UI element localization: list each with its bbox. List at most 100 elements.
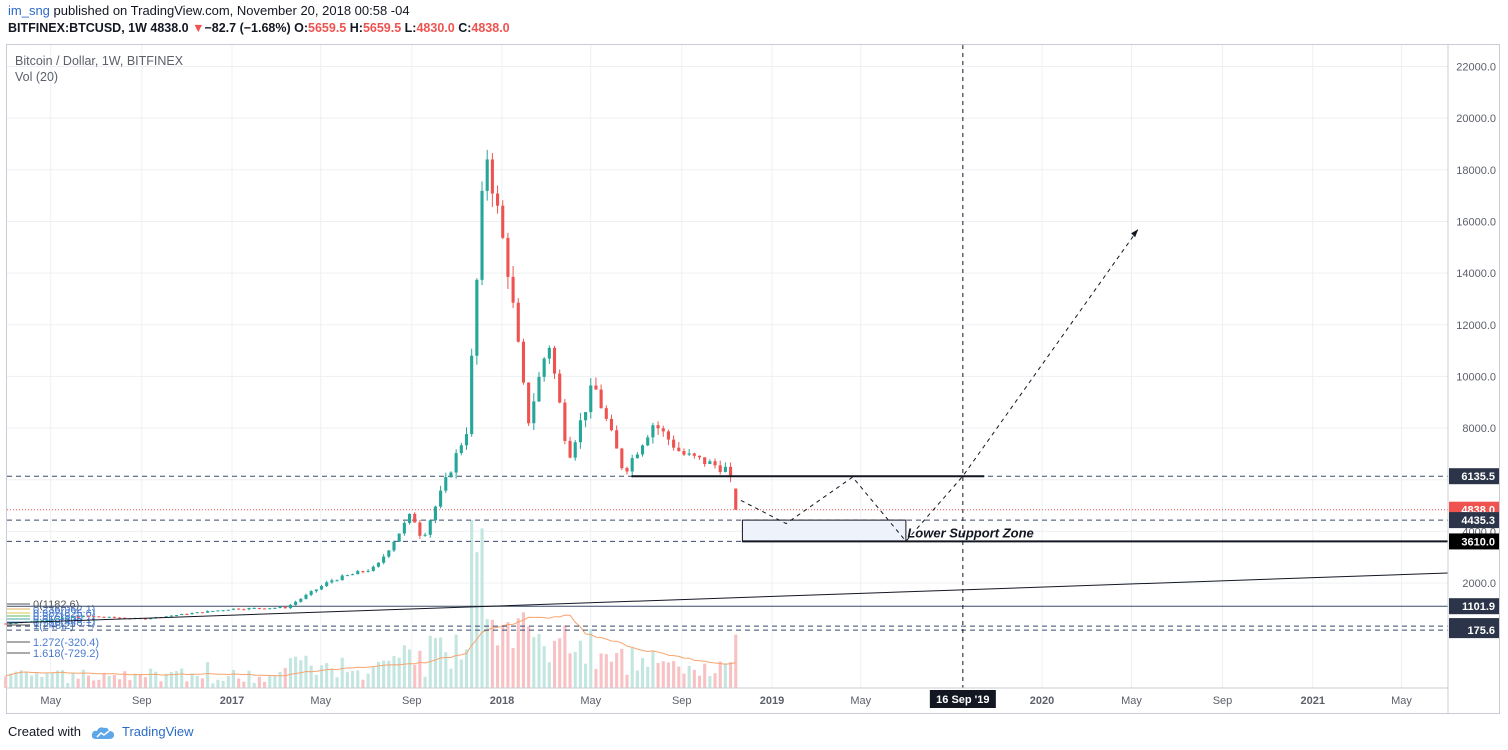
- tradingview-cloud-icon: [91, 726, 114, 739]
- arrowhead-icon: [1131, 229, 1139, 238]
- tradingview-link[interactable]: TradingView: [122, 724, 194, 739]
- candle-body: [470, 355, 474, 435]
- candle-body: [444, 477, 448, 491]
- candle-body: [55, 618, 59, 620]
- candle-body: [268, 608, 272, 610]
- candle-body: [589, 385, 593, 413]
- volume-bar: [563, 625, 567, 688]
- time-tick-label: 2020: [1030, 695, 1054, 707]
- candle-body: [459, 445, 463, 454]
- candle-body: [314, 589, 318, 592]
- volume-bar: [568, 653, 572, 688]
- price-tick-label: 16000.0: [1456, 216, 1496, 228]
- volume-bar: [407, 649, 412, 688]
- candle-body: [86, 615, 91, 617]
- volume-bar: [164, 673, 168, 688]
- candle-body: [14, 622, 18, 624]
- volume-bar: [501, 626, 505, 688]
- candle-body: [402, 522, 406, 534]
- volume-bar: [335, 677, 339, 688]
- username-link[interactable]: im_sng: [8, 3, 50, 18]
- candle-body: [35, 620, 39, 622]
- candle-body: [309, 591, 313, 595]
- volume-bar: [200, 678, 204, 688]
- price-tick-label: 10000.0: [1456, 371, 1496, 383]
- candle-body: [625, 468, 629, 472]
- candle-body: [387, 550, 391, 557]
- volume-bar: [195, 675, 199, 688]
- volume-bar: [682, 673, 686, 688]
- candle-body: [578, 420, 582, 443]
- volume-bar: [630, 648, 634, 688]
- candle-body: [651, 425, 655, 438]
- volume-bar: [470, 520, 474, 688]
- volume-bar: [128, 680, 132, 688]
- volume-bar: [656, 663, 660, 688]
- price-tag-bg: [1449, 622, 1499, 639]
- volume-bar: [221, 680, 225, 688]
- volume-bar: [552, 640, 557, 688]
- close-label: C:: [458, 21, 472, 35]
- volume-bar: [692, 669, 696, 688]
- open-value: 5659.5: [308, 21, 347, 35]
- candle-body: [521, 341, 526, 383]
- candle-body: [294, 601, 298, 605]
- candle-body: [92, 616, 96, 618]
- crosshair-date-bg: [929, 690, 996, 708]
- ohlc-bar: BITFINEX:BTCUSD, 1W 4838.0 ▼−82.7 (−1.68…: [8, 21, 510, 35]
- candle-body: [537, 376, 541, 402]
- volume-bar: [133, 673, 137, 688]
- candle-body: [532, 401, 536, 424]
- volume-bar: [615, 652, 619, 688]
- time-tick-label: May: [850, 695, 871, 707]
- price-tick-label: 22000.0: [1456, 62, 1496, 74]
- candle-body: [61, 617, 65, 619]
- candle-body: [273, 607, 277, 609]
- volume-bar: [314, 674, 318, 688]
- candle-body: [558, 373, 562, 403]
- horizontal-levels: [7, 475, 1448, 631]
- candlesticks: [4, 149, 738, 625]
- volume-ma-line: [5, 614, 736, 677]
- volume-bar: [625, 674, 629, 688]
- candle-body: [734, 488, 738, 510]
- volume-bar: [392, 656, 396, 688]
- candle-body: [594, 385, 598, 390]
- price-tag-label: 6135.5: [1461, 471, 1495, 483]
- volume-bar: [433, 638, 437, 688]
- volume-bar: [734, 634, 738, 688]
- candle-body: [547, 347, 551, 359]
- volume-bar: [180, 668, 184, 688]
- volume-bar: [604, 654, 608, 688]
- volume-bar: [506, 622, 510, 688]
- candle-body: [149, 618, 153, 620]
- volume-bar: [309, 665, 313, 688]
- chart-legend: Bitcoin / Dollar, 1W, BITFINEX Vol (20): [15, 53, 183, 85]
- candle-body: [351, 574, 355, 576]
- candle-body: [366, 570, 370, 572]
- support-zone-label: Lower Support Zone: [907, 525, 1033, 540]
- time-tick-label: May: [1121, 695, 1142, 707]
- volume-bar: [677, 666, 681, 688]
- volume-bar: [584, 663, 588, 688]
- candle-body: [703, 457, 707, 464]
- candle-body: [231, 608, 236, 610]
- volume-bar: [382, 660, 386, 688]
- candle-body: [392, 541, 396, 551]
- candle-body: [485, 159, 489, 191]
- volume-bars: [4, 520, 738, 688]
- candle-body: [640, 445, 645, 455]
- volume-bar: [118, 679, 122, 688]
- candle-body: [216, 610, 220, 612]
- volume-bar: [211, 683, 215, 688]
- support-zone-box: [741, 519, 907, 542]
- fib-level-label: 0(1182.6): [33, 599, 79, 611]
- crosshair-date-label: 16 Sep '19: [936, 694, 989, 706]
- volume-bar: [387, 660, 391, 688]
- candle-body: [97, 616, 101, 618]
- volume-bar: [294, 656, 298, 688]
- candle-body: [45, 619, 49, 621]
- candle-body: [345, 575, 349, 577]
- time-tick-label: May: [580, 695, 601, 707]
